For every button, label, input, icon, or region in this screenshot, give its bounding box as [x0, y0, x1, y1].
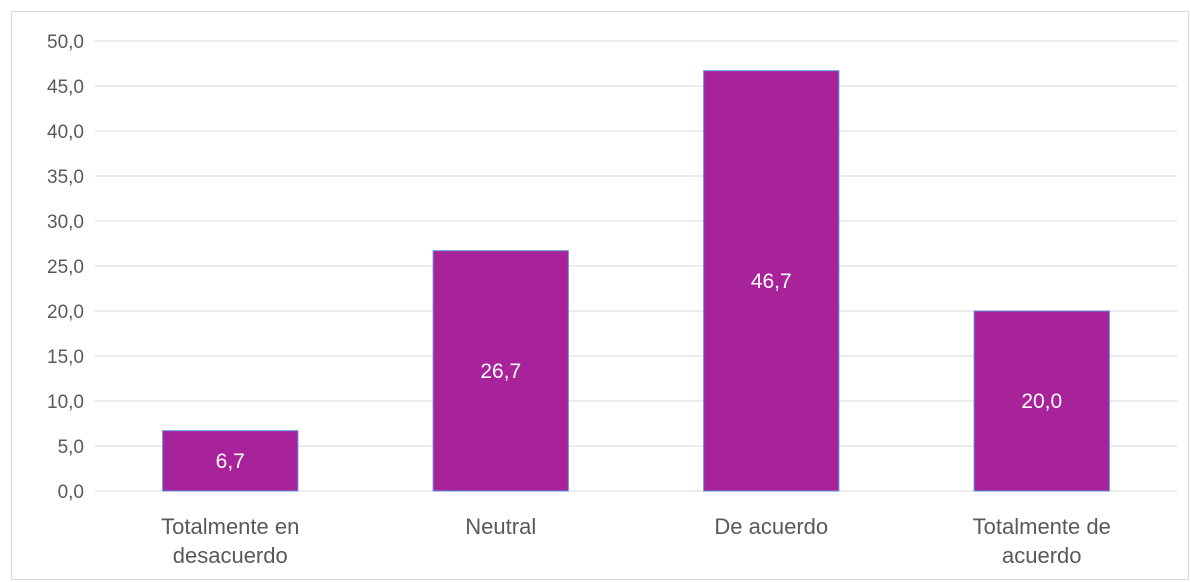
y-tick-label: 45,0 — [47, 77, 84, 98]
y-tick-label: 20,0 — [47, 302, 84, 323]
x-category-label: Totalmente de acuerdo — [973, 514, 1111, 568]
x-category-label-line: Totalmente en — [161, 514, 299, 539]
y-tick-label: 35,0 — [47, 167, 84, 188]
y-tick-label: 25,0 — [47, 257, 84, 278]
y-axis-tick-labels: 0,0 5,0 10,0 15,0 20,0 25,0 30,0 35,0 40,0 45,0 50… — [47, 32, 84, 503]
bar — [162, 430, 299, 492]
x-category-label: Neutral — [465, 514, 536, 539]
y-tick-label: 30,0 — [47, 212, 84, 233]
x-category-label-line: Neutral — [465, 514, 536, 539]
y-tick-label: 10,0 — [47, 392, 84, 413]
bar — [703, 70, 840, 492]
x-category-label: Totalmente en desacuerdo — [161, 514, 299, 568]
bars: 6,7 26,7 46,7 20,0 — [162, 70, 1110, 492]
y-tick-label: 50,0 — [47, 32, 84, 53]
y-tick-label: 5,0 — [58, 437, 84, 458]
data-label: 46,7 — [751, 270, 792, 293]
x-category-label-line: acuerdo — [1002, 543, 1082, 568]
data-label: 26,7 — [480, 360, 521, 383]
bar — [432, 250, 569, 492]
x-category-label-line: De acuerdo — [714, 514, 828, 539]
y-tick-label: 0,0 — [58, 482, 84, 503]
x-category-label: De acuerdo — [714, 514, 828, 539]
x-category-label-line: Totalmente de — [973, 514, 1111, 539]
y-tick-label: 40,0 — [47, 122, 84, 143]
x-axis-category-labels: Totalmente en desacuerdo Neutral De acuerdo… — [161, 514, 1111, 568]
data-label: 20,0 — [1021, 390, 1062, 413]
bar — [973, 310, 1110, 492]
data-label: 6,7 — [216, 450, 245, 473]
x-category-label-line: desacuerdo — [173, 543, 288, 568]
y-tick-label: 15,0 — [47, 347, 84, 368]
